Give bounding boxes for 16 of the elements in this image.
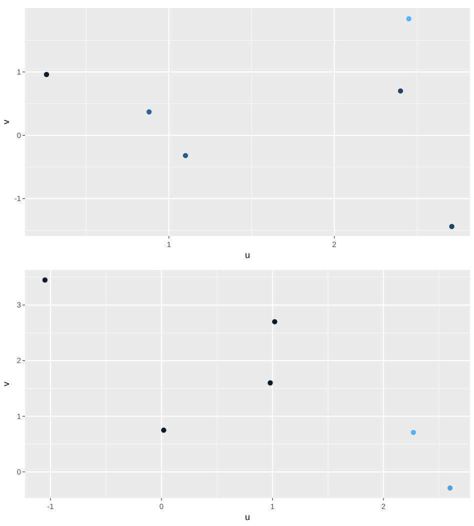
point — [146, 109, 152, 114]
point — [44, 72, 50, 78]
point — [182, 152, 188, 158]
point — [42, 277, 48, 283]
y-axis-title: v — [1, 119, 11, 124]
point — [398, 88, 404, 94]
x-axis-title: u — [244, 250, 250, 260]
y-axis-title: v — [1, 381, 11, 386]
point — [268, 380, 273, 386]
point — [410, 430, 416, 435]
x-axis-title: u — [244, 512, 250, 522]
point — [447, 485, 453, 491]
point — [406, 16, 412, 22]
point — [161, 428, 166, 433]
point — [449, 224, 454, 230]
point — [272, 319, 278, 324]
